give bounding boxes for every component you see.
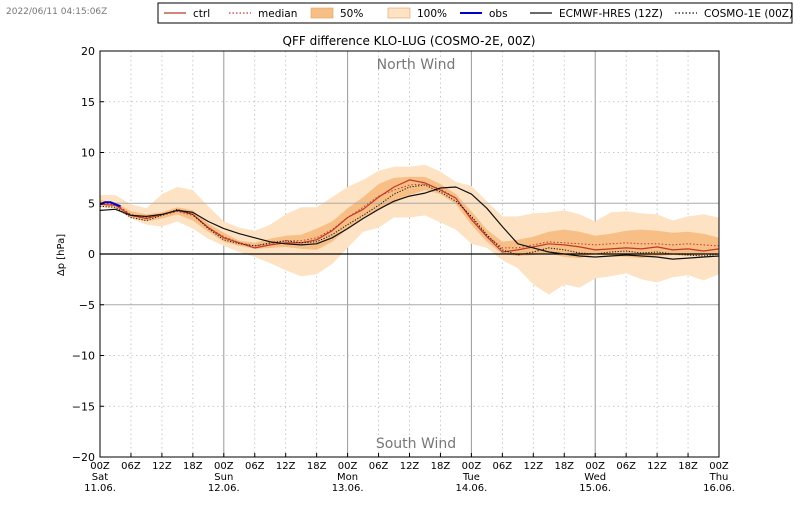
x-day-label: Thu xyxy=(709,472,729,483)
legend-swatch-p100 xyxy=(387,7,411,19)
x-day-label: Tue xyxy=(462,472,480,483)
y-tick-label: −5 xyxy=(79,299,95,312)
x-tick-label: 12Z xyxy=(276,461,296,472)
y-tick-label: 20 xyxy=(81,45,95,58)
x-tick-label: 00Z xyxy=(90,461,110,472)
x-tick-label: 18Z xyxy=(554,461,574,472)
x-date-label: 15.06. xyxy=(579,483,611,494)
ecmwf-line xyxy=(99,186,720,260)
y-tick-label: 15 xyxy=(81,96,95,109)
y-axis: 20 15 10 5 0 −5 −10 −15 −20 xyxy=(72,45,104,464)
x-day-label: Sat xyxy=(92,472,108,483)
legend-label-p50: 50% xyxy=(340,8,363,20)
x-tick-label: 18Z xyxy=(183,461,203,472)
x-date-label: 13.06. xyxy=(332,483,364,494)
x-tick-label: 06Z xyxy=(245,461,265,472)
reference-lines xyxy=(100,202,719,306)
x-tick-label: 12Z xyxy=(524,461,544,472)
legend-label-p100: 100% xyxy=(417,8,447,20)
y-tick-label: −10 xyxy=(72,350,95,363)
band-100 xyxy=(100,164,719,295)
x-tick-label: 00Z xyxy=(462,461,482,472)
x-tick-label: 12Z xyxy=(400,461,420,472)
y-tick-label: −15 xyxy=(72,400,95,413)
legend-label-cosmo1e: COSMO-1E (00Z) xyxy=(704,8,793,20)
x-tick-label: 18Z xyxy=(678,461,698,472)
band-50 xyxy=(100,176,719,259)
north-wind-annotation: North Wind xyxy=(377,57,456,73)
x-day-label: Sun xyxy=(214,472,233,483)
x-date-label: 11.06. xyxy=(84,483,116,494)
x-tick-label: 00Z xyxy=(214,461,234,472)
legend-label-ecmwf: ECMWF-HRES (12Z) xyxy=(559,8,663,20)
x-tick-label: 18Z xyxy=(431,461,451,472)
legend-label-median: median xyxy=(258,8,297,20)
bands xyxy=(100,164,719,295)
x-tick-label: 00Z xyxy=(709,461,729,472)
x-tick-label: 06Z xyxy=(121,461,141,472)
y-tick-label: −20 xyxy=(72,451,95,464)
chart-title: QFF difference KLO-LUG (COSMO-2E, 00Z) xyxy=(283,34,536,48)
y-tick-label: 5 xyxy=(88,197,95,210)
x-tick-label: 06Z xyxy=(493,461,513,472)
x-date-label: 12.06. xyxy=(208,483,240,494)
y-axis-label: Δp [hPa] xyxy=(56,234,67,276)
x-tick-label: 06Z xyxy=(369,461,389,472)
cosmo1e-line xyxy=(99,184,720,257)
legend-swatch-p50 xyxy=(310,7,334,19)
plot-area: North Wind South Wind xyxy=(99,50,720,458)
series-lines xyxy=(99,179,720,260)
x-tick-label: 06Z xyxy=(616,461,636,472)
south-wind-annotation: South Wind xyxy=(376,436,456,452)
y-tick-label: 10 xyxy=(81,147,95,160)
x-tick-label: 12Z xyxy=(647,461,667,472)
x-day-label: Mon xyxy=(337,472,358,483)
legend: ctrl median 50% 100% obs ECMWF-HRES (12Z) COSM… xyxy=(157,2,793,24)
x-tick-label: 18Z xyxy=(307,461,327,472)
legend-label-obs: obs xyxy=(489,8,508,20)
x-day-label: Wed xyxy=(584,472,606,483)
x-tick-label: 12Z xyxy=(152,461,172,472)
timestamp: 2022/06/11 04:15:06Z xyxy=(6,7,108,17)
y-tick-label: 0 xyxy=(88,248,95,261)
legend-label-ctrl: ctrl xyxy=(193,8,210,20)
x-date-label: 16.06. xyxy=(703,483,735,494)
x-tick-label: 00Z xyxy=(338,461,358,472)
x-date-label: 14.06. xyxy=(455,483,487,494)
x-tick-label: 00Z xyxy=(585,461,605,472)
